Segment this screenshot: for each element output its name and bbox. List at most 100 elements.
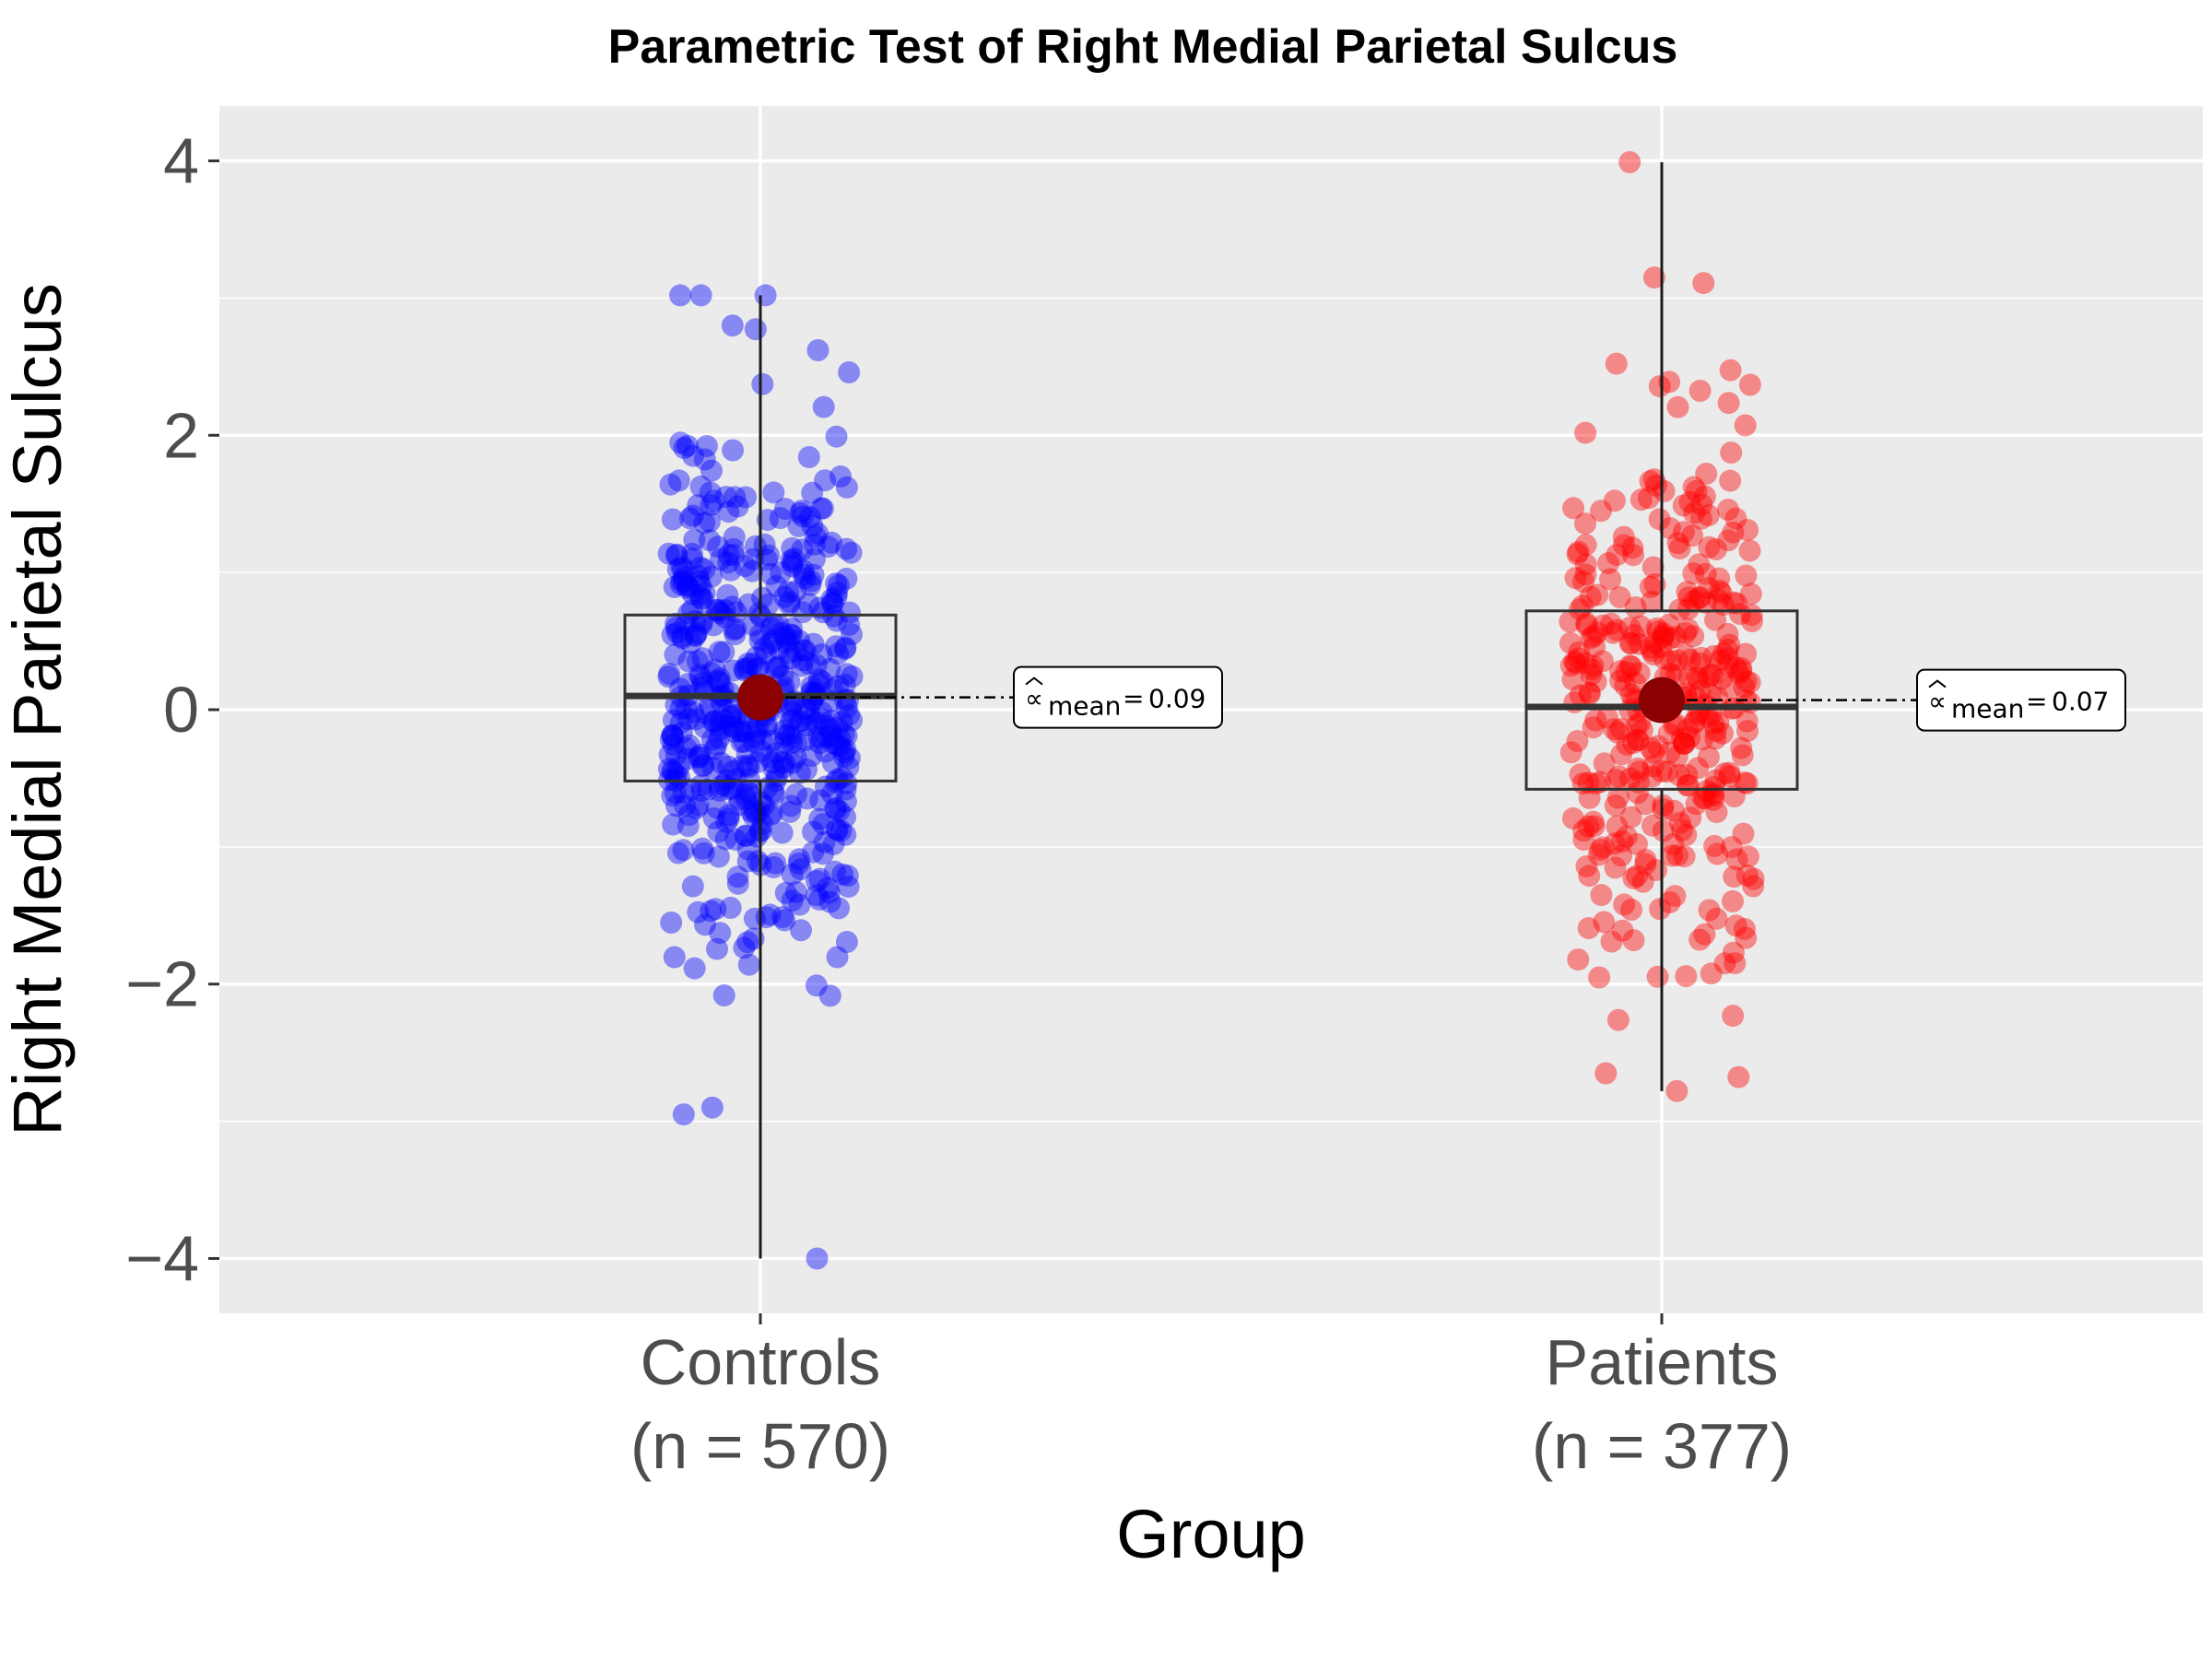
data-point: [834, 636, 857, 659]
data-point: [687, 900, 710, 924]
data-point: [688, 584, 712, 607]
data-point: [708, 779, 731, 802]
data-point: [1727, 1065, 1750, 1088]
data-point: [1730, 736, 1753, 759]
data-point: [716, 583, 739, 606]
data-point: [834, 778, 857, 801]
data-point: [801, 481, 824, 504]
data-point: [1578, 786, 1601, 809]
data-point: [1622, 929, 1645, 952]
data-point: [804, 547, 826, 571]
data-point: [1658, 891, 1681, 913]
data-point: [773, 719, 796, 742]
data-point: [675, 736, 698, 759]
data-point: [759, 617, 782, 640]
data-point: [1641, 590, 1664, 613]
data-point: [1561, 806, 1584, 830]
data-point: [1588, 966, 1611, 989]
data-point: [657, 758, 680, 781]
data-point: [802, 563, 825, 586]
data-point: [1729, 603, 1751, 626]
data-point: [672, 782, 695, 805]
data-point: [1606, 815, 1629, 838]
data-point: [830, 465, 852, 488]
data-point: [789, 501, 812, 524]
data-point: [737, 953, 760, 976]
data-point: [658, 663, 681, 686]
data-point: [785, 782, 807, 806]
data-point: [662, 760, 685, 783]
data-point: [751, 586, 773, 609]
data-point: [708, 667, 731, 690]
data-point: [800, 675, 823, 698]
data-point: [691, 671, 714, 694]
box-plot: ∝ mean = 0.09: [623, 295, 1223, 1259]
data-point: [1708, 579, 1731, 602]
data-point: [829, 735, 852, 758]
data-point: [765, 574, 788, 597]
data-point: [1618, 617, 1641, 640]
mean-label-subscript: mean: [1048, 691, 1121, 722]
data-point: [763, 782, 786, 806]
data-point: [1691, 728, 1713, 751]
data-point: [1626, 729, 1649, 751]
data-point: [838, 703, 861, 726]
data-point: [1567, 948, 1590, 971]
data-point: [1686, 666, 1709, 689]
data-point: [1683, 712, 1706, 734]
data-point: [723, 759, 746, 782]
data-point: [1706, 686, 1729, 709]
data-point: [1716, 622, 1739, 645]
data-point: [703, 710, 726, 733]
data-point: [820, 724, 843, 747]
data-point: [761, 729, 783, 752]
data-point: [792, 649, 815, 672]
x-tick-n-label: (n = 570): [630, 1410, 890, 1482]
data-point: [690, 676, 713, 699]
data-point: [1677, 718, 1700, 741]
data-point: [661, 759, 684, 782]
data-point: [1616, 734, 1639, 756]
data-point: [779, 801, 802, 823]
data-point: [784, 580, 807, 603]
data-point: [700, 565, 723, 588]
data-point: [794, 567, 817, 590]
data-point: [835, 537, 858, 560]
data-point: [736, 653, 759, 675]
data-point: [1584, 709, 1607, 732]
data-point: [1685, 793, 1708, 816]
data-point: [1735, 642, 1758, 665]
data-point: [1693, 787, 1716, 809]
data-point: [1641, 755, 1665, 778]
data-point: [670, 555, 693, 578]
data-point: [814, 469, 837, 492]
data-point: [1643, 631, 1666, 654]
data-point: [1702, 644, 1725, 667]
data-point: [677, 574, 700, 596]
data-point: [1658, 371, 1681, 394]
data-point: [722, 439, 745, 462]
data-point: [1673, 732, 1695, 755]
data-point: [671, 625, 694, 648]
mean-point: [1639, 677, 1685, 724]
data-point: [789, 858, 812, 881]
data-point: [805, 974, 828, 997]
x-tick-n-label: (n = 377): [1532, 1410, 1792, 1482]
data-point: [674, 794, 697, 818]
data-point: [1602, 621, 1624, 644]
data-point: [661, 784, 684, 807]
data-point: [1688, 553, 1711, 576]
data-point: [689, 587, 712, 610]
data-point: [772, 756, 795, 779]
data-point: [791, 654, 813, 677]
data-point: [1648, 375, 1671, 398]
data-point: [1592, 836, 1614, 859]
data-point: [1559, 741, 1583, 764]
data-point: [1716, 639, 1739, 661]
data-point: [735, 779, 759, 802]
data-point: [691, 610, 714, 632]
data-point: [681, 547, 704, 571]
data-point: [1611, 830, 1634, 853]
data-point: [1718, 676, 1741, 699]
data-point: [1702, 782, 1725, 805]
